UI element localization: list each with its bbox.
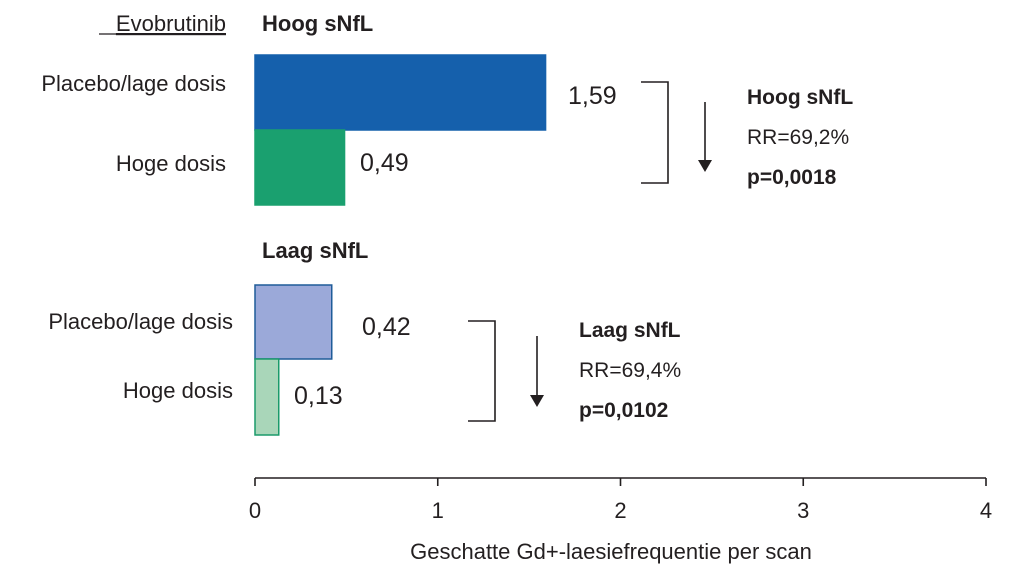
x-tick-label: 3 <box>797 498 809 523</box>
x-axis-label: Geschatte Gd+-laesiefrequentie per scan <box>410 539 812 564</box>
value-label-low-hoge: 0,13 <box>294 382 343 410</box>
x-tick-label: 2 <box>614 498 626 523</box>
category-label-low-placebo: Placebo/lage dosis <box>48 309 233 334</box>
category-label-low-hoge: Hoge dosis <box>123 378 233 403</box>
value-label-low-placebo: 0,42 <box>362 313 411 341</box>
bar-high-placebo <box>254 54 547 131</box>
legend-header: Evobrutinib <box>116 11 226 36</box>
value-label-high-placebo: 1,59 <box>568 82 617 110</box>
stat-p-low: p=0,0102 <box>579 399 668 422</box>
bracket-high <box>641 81 669 184</box>
arrow-high-head <box>698 160 712 172</box>
x-tick-label: 0 <box>249 498 261 523</box>
category-label-high-placebo: Placebo/lage dosis <box>41 71 226 96</box>
stat-title-high: Hoog sNfL <box>747 86 853 109</box>
bar-low-placebo <box>254 284 333 360</box>
category-label-high-hoge: Hoge dosis <box>116 151 226 176</box>
arrow-low-head <box>530 395 544 407</box>
stat-p-high: p=0,0018 <box>747 166 837 189</box>
x-tick-label: 1 <box>432 498 444 523</box>
bar-high-hoge <box>254 129 346 206</box>
stat-rr-high: RR=69,2% <box>747 126 849 149</box>
x-tick-label: 4 <box>980 498 992 523</box>
bars-layer <box>254 54 547 436</box>
value-label-high-hoge: 0,49 <box>360 149 409 177</box>
group-title-low: Laag sNfL <box>262 238 368 263</box>
bar-low-hoge <box>254 358 280 436</box>
x-axis: 0 1 2 3 4 <box>249 477 992 523</box>
stat-title-low: Laag sNfL <box>579 319 681 342</box>
bracket-low <box>468 320 496 422</box>
stat-rr-low: RR=69,4% <box>579 359 681 382</box>
group-title-high: Hoog sNfL <box>262 11 373 36</box>
